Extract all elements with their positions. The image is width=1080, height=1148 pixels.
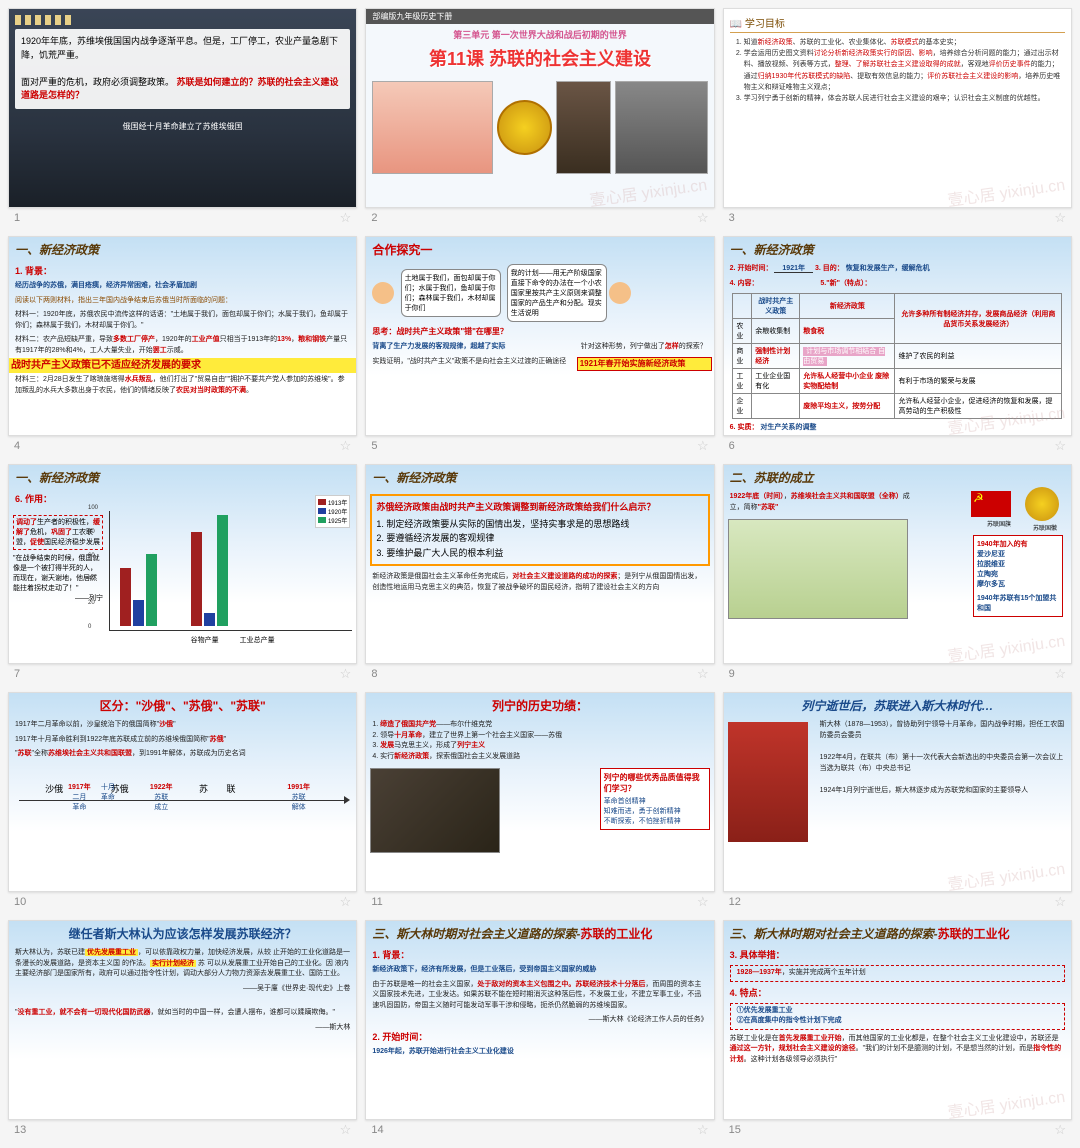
slide-num: 1 (14, 212, 20, 224)
obj-title: 学习目标 (730, 15, 1065, 33)
timeline: 沙俄 苏俄 苏 联 1917年二月革命 十月革命 1922年苏联成立 1991年… (19, 782, 346, 842)
text-box: 1920年年底，苏维埃俄国国内战争逐渐平息。但是，工厂停工，农业产量急剧下降，饥… (15, 29, 350, 109)
emblem-icon (497, 100, 552, 155)
obj-3: 学习列宁勇于创新的精神，体会苏联人民进行社会主义建设的艰辛；认识社会主义制度的优… (744, 93, 1065, 104)
header: 部编版九年级历史下册 (366, 9, 713, 24)
question-box: 列宁的哪些优秀品质值得我们学习？ 革命首创精神 知难而进，勇于创新精神 不断探索… (600, 768, 710, 830)
slide-num: 2 (371, 212, 377, 224)
slide-13[interactable]: 继任者斯大林认为应该怎样发展苏联经济？ 斯大林认为，苏联已建优先发展重工业，可以… (8, 920, 357, 1120)
slide-15[interactable]: 三、斯大林时期对社会主义道路的探索-苏联的工业化 3. 具体举措： 1928—1… (723, 920, 1072, 1120)
tick-marks (15, 15, 350, 25)
slide-grid: 1920年年底，苏维埃俄国国内战争逐渐平息。但是，工厂停工，农业产量急剧下降，饥… (0, 0, 1080, 1148)
answer-box: 1921年春开始实施新经济政策 (577, 357, 712, 371)
slide-12[interactable]: 列宁逝世后，苏联进入斯大林时代… 斯大林（1878—1953），曾协助列宁领导十… (723, 692, 1072, 892)
slide-7[interactable]: 一、新经济政策 6. 作用： 调动了生产者的积极性，缓解了危机，巩固了工农联盟，… (8, 464, 357, 664)
obj-2: 学会运用历史图文资料讨论分析新经济政策实行的原因、影响，培养综合分析问题的能力；… (744, 48, 1065, 93)
bar-chart: 020406080100 (109, 511, 352, 631)
section-title: 一、新经济政策 (9, 237, 356, 262)
slide-14[interactable]: 三、斯大林时期对社会主义道路的探索-苏联的工业化 1. 背景： 新经济政策下，经… (365, 920, 714, 1120)
lenin-photo: 列宁（1870—1924） 1924年1月逝世，终年53岁 (370, 768, 500, 853)
slide-11[interactable]: 列宁的历史功绩： 1. 缔造了俄国共产党——布尔什维克党 2. 领导十月革命，建… (365, 692, 714, 892)
key-point: 战时共产主义政策已不适应经济发展的要求 (9, 358, 356, 373)
lenin-icon (609, 282, 631, 304)
obj-1: 知道新经济政策、苏联的工业化、农业集体化、苏联模式的基本史实； (744, 37, 1065, 48)
unit: 第三单元 第一次世界大战和战后初期的世界 (366, 28, 713, 41)
slide-10[interactable]: 区分："沙俄"、"苏俄"、"苏联" 1917年二月革命以前，沙皇统治下的俄国简称… (8, 692, 357, 892)
image-row (366, 75, 713, 180)
bar (120, 568, 131, 626)
emblem-icon (1025, 487, 1059, 521)
objectives: 知道新经济政策、苏联的工业化、农业集体化、苏联模式的基本史实； 学会运用历史图文… (730, 37, 1065, 104)
face-icon (372, 282, 394, 304)
ussr-map (372, 81, 492, 174)
stalin-poster (728, 722, 808, 842)
slide-2[interactable]: 部编版九年级历史下册 第三单元 第一次世界大战和战后初期的世界 第11课 苏联的… (365, 8, 714, 208)
policy-table: 战时共产主义政策新经济政策允许多种所有制经济并存，发展商品经济（利用商品货币关系… (732, 293, 1062, 419)
speech-2: 我的计划——用无产阶级国家直接下命令的办法在一个小农国家里按共产主义原则来调整国… (507, 264, 607, 322)
slide-1[interactable]: 1920年年底，苏维埃俄国国内战争逐渐平息。但是，工厂停工，农业产量急剧下降，饥… (8, 8, 357, 208)
intro-text: 1920年年底，苏维埃俄国国内战争逐渐平息。但是，工厂停工，农业产量急剧下降，饥… (21, 35, 344, 62)
flag-icon (971, 491, 1011, 517)
republics-list: 1940年加入的有 爱沙尼亚 拉脱维亚 立陶宛 摩尔多瓦 1940年苏联有15个… (973, 535, 1063, 617)
crowd-photo (615, 81, 708, 174)
portrait (556, 81, 611, 174)
slide-4[interactable]: 一、新经济政策 1. 背景： 经历战争的苏俄，满目疮痍，经济异常困难，社会矛盾加… (8, 236, 357, 436)
slide-3[interactable]: 学习目标 知道新经济政策、苏联的工业化、农业集体化、苏联模式的基本史实； 学会运… (723, 8, 1072, 208)
star-icon[interactable]: ☆ (697, 210, 709, 226)
star-icon[interactable]: ☆ (340, 210, 352, 226)
speech-1: 土地属于我们，面包却属于你们；水属于我们，鱼却属于你们；森林属于我们，木材却属于… (401, 269, 501, 317)
intro2: 面对严重的危机，政府必须调整政策。 (21, 77, 174, 87)
map (728, 519, 908, 619)
slide-9[interactable]: 二、苏联的成立 1922年底（时间），苏维埃社会主义共和国联盟（全称）成立，简称… (723, 464, 1072, 664)
slide-8[interactable]: 一、新经济政策 苏俄经济政策由战时共产主义政策调整到新经济政策给我们什么启示？ … (365, 464, 714, 664)
slide-5[interactable]: 合作探究一 土地属于我们，面包却属于你们；水属于我们，鱼却属于你们；森林属于我们… (365, 236, 714, 436)
lesson-title: 第11课 苏联的社会主义建设 (366, 45, 713, 71)
slide-6[interactable]: 一、新经济政策 2. 开始时间： 1921年 3. 目的： 恢复和发展生产，缓解… (723, 236, 1072, 436)
slide-wrap: 1920年年底，苏维埃俄国国内战争逐渐平息。但是，工厂停工，农业产量急剧下降，饥… (8, 8, 357, 228)
caption: 俄国经十月革命建立了苏维埃俄国 (15, 121, 350, 132)
